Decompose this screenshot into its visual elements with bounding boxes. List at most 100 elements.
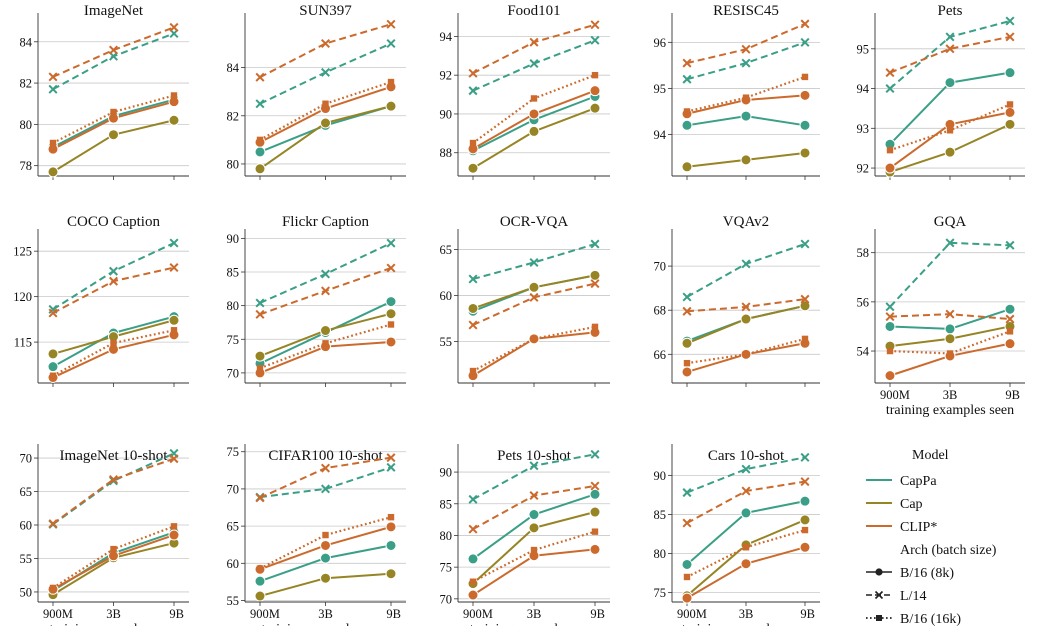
y-tick-label: 55 (227, 594, 240, 608)
legend-item-l14: L/14 (900, 589, 926, 604)
series-clip-b-16-8k (467, 85, 601, 155)
data-point (740, 154, 752, 166)
series-line (686, 243, 806, 298)
y-tick-label: 75 (654, 586, 667, 600)
series-line (472, 274, 596, 313)
series-cap-b-16-8k (681, 514, 811, 602)
series-line (259, 23, 392, 79)
series-cappa-l-14 (255, 462, 396, 502)
data-point (589, 543, 601, 555)
data-point (741, 259, 751, 269)
subplot-title: ImageNet 10-shot (60, 448, 169, 464)
series-clip-b-16-8k (47, 96, 180, 155)
subplot-imagenet: 78 80 82 84 ImageNet (20, 3, 189, 180)
data-point (683, 359, 691, 367)
data-point (589, 85, 601, 97)
x-tick-label: 900M (250, 607, 280, 621)
data-point (108, 266, 119, 276)
subplot-coco-caption: 115 120 125 COCO Caption (13, 214, 189, 387)
series-line (889, 241, 1011, 308)
data-point (48, 84, 58, 94)
data-point (529, 257, 539, 267)
data-point (49, 584, 57, 592)
data-point (108, 129, 119, 141)
y-tick-label: 90 (440, 107, 453, 121)
series-line (52, 266, 175, 314)
data-point (169, 238, 179, 248)
data-point (591, 528, 599, 535)
data-point (682, 58, 692, 68)
data-point (169, 263, 179, 273)
data-point (1004, 118, 1016, 130)
y-tick-label: 82 (20, 77, 33, 91)
series-clip-b-16-16k (683, 73, 809, 115)
y-tick-label: 55 (440, 335, 453, 349)
data-point (320, 463, 331, 473)
subplot-sun397: 80 82 84 SUN397 (227, 3, 406, 180)
data-point (170, 523, 178, 530)
data-point (683, 573, 691, 581)
series-clip-l-14 (682, 19, 810, 68)
data-point (254, 163, 266, 175)
data-point (322, 100, 329, 107)
y-tick-label: 115 (14, 336, 32, 350)
series-cap-b-16-8k (254, 308, 397, 362)
subplot-title: OCR-VQA (500, 214, 569, 230)
data-point (886, 146, 894, 154)
data-point (681, 558, 693, 570)
data-point (799, 300, 811, 312)
data-point (801, 335, 809, 343)
series-line (686, 22, 806, 65)
data-point (110, 339, 117, 347)
series-line (52, 457, 175, 525)
data-point (385, 308, 397, 320)
data-point (800, 477, 810, 487)
data-point (590, 481, 600, 491)
data-point (740, 558, 752, 570)
data-point (387, 513, 395, 521)
data-point (467, 553, 479, 565)
series-cappa-l-14 (885, 238, 1015, 312)
data-point (945, 309, 955, 319)
data-point (589, 506, 601, 518)
data-point (385, 521, 397, 533)
subplot-resisc45: 94 95 96 RESISC45 (654, 3, 820, 180)
series-line (472, 23, 596, 75)
y-tick-label: 80 (227, 157, 240, 171)
data-point (320, 539, 331, 551)
data-point (387, 321, 395, 328)
data-point (47, 166, 59, 178)
data-point (48, 72, 58, 82)
x-axis-label: training examples seen (886, 403, 1014, 418)
data-point (590, 449, 600, 459)
data-point (469, 367, 477, 375)
series-clip-b-16-16k (683, 335, 809, 367)
series-clip-l-14 (682, 294, 810, 316)
data-point (682, 488, 692, 498)
y-tick-label: 65 (20, 485, 33, 499)
y-tick-label: 55 (20, 552, 33, 566)
data-point (255, 72, 265, 82)
data-point (529, 59, 539, 69)
data-point (741, 44, 751, 54)
data-point (469, 578, 477, 585)
y-tick-label: 82 (227, 109, 240, 123)
legend-item-b16-8k: B/16 (8k) (900, 566, 954, 581)
subplot-title: Food101 (507, 3, 560, 19)
data-point (256, 565, 264, 572)
data-point (320, 67, 331, 77)
data-point (168, 529, 180, 541)
y-tick-label: 50 (20, 585, 33, 599)
series-line (52, 452, 175, 526)
series-cappa-l-14 (468, 35, 600, 96)
data-point (386, 462, 396, 472)
series-line (52, 242, 175, 311)
series-line (472, 243, 596, 280)
y-tick-label: 54 (857, 345, 870, 359)
data-point (800, 37, 810, 47)
data-point (108, 45, 119, 55)
data-point (469, 139, 477, 147)
data-point (1005, 32, 1015, 42)
y-tick-label: 60 (440, 289, 453, 303)
